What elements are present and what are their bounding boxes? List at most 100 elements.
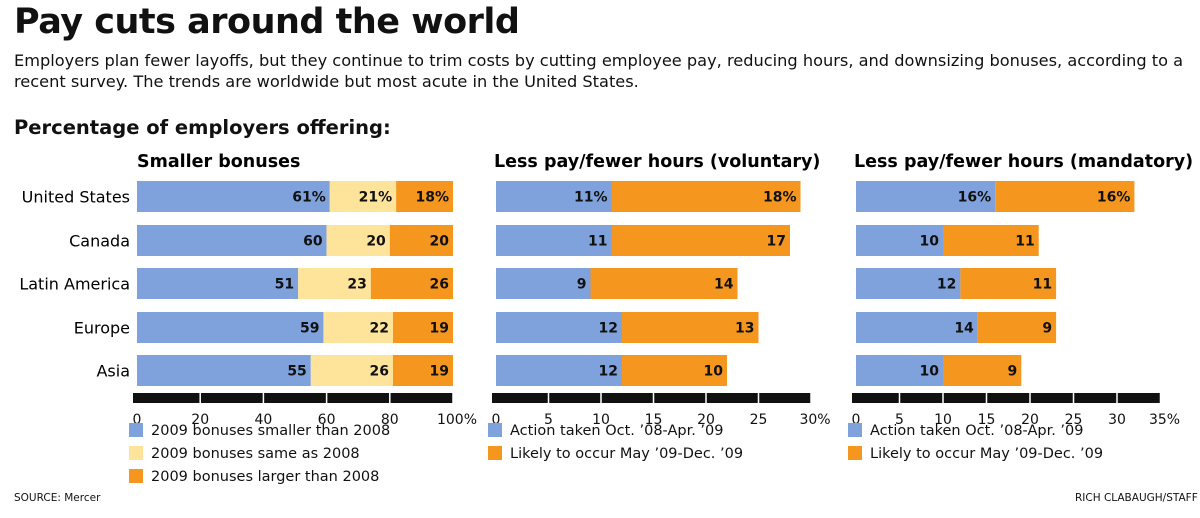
bar-asia-series-1 (856, 355, 943, 386)
value-label-asia-series-1: 10 (920, 364, 940, 380)
value-label-asia-series-2: 9 (1008, 364, 1018, 380)
bar-united-states-series-2 (329, 181, 397, 212)
axis-tick (652, 393, 655, 403)
value-label-latin-america-series-1: 9 (577, 277, 587, 293)
value-label-united-states-series-1: 16% (958, 190, 992, 206)
bar-canada-series-2 (326, 225, 390, 256)
bar-europe-series-2 (977, 312, 1057, 343)
axis-tick (898, 393, 901, 403)
tick-label-15: 15 (645, 412, 663, 428)
value-label-latin-america-series-3: 26 (430, 277, 449, 293)
tick-label-35: 35% (1149, 412, 1180, 428)
tick-label-20: 20 (1021, 412, 1039, 428)
axis-tick (389, 393, 391, 403)
tick-label-0: 0 (492, 412, 501, 428)
axis-tick (600, 393, 602, 403)
tick-label-60: 60 (318, 412, 336, 428)
bar-canada-series-1 (496, 225, 612, 256)
bar-asia-series-1 (496, 355, 622, 386)
value-label-europe-series-1: 12 (599, 321, 618, 337)
value-label-latin-america-series-2: 23 (347, 277, 366, 293)
chart-title: Less pay/fewer hours (voluntary) (494, 152, 820, 172)
value-label-united-states-series-2: 18% (763, 190, 797, 206)
chart-title: Less pay/fewer hours (mandatory) (854, 152, 1193, 172)
tick-label-10: 10 (592, 412, 610, 428)
tick-label-25: 25 (1065, 412, 1083, 428)
legend-label-2: Likely to occur May ’09-Dec. ’09 (870, 446, 1103, 462)
axis-tick (325, 393, 328, 403)
value-label-canada-series-1: 11 (588, 234, 607, 250)
value-label-united-states-series-2: 21% (359, 190, 393, 206)
bar-latin-america-series-3 (370, 268, 453, 299)
value-label-europe-series-3: 19 (430, 321, 449, 337)
bar-asia-series-2 (943, 355, 1022, 386)
legend-swatch (129, 469, 143, 483)
axis-tick (1072, 393, 1075, 403)
bar-latin-america-series-2 (590, 268, 738, 299)
bar-united-states-series-3 (396, 181, 453, 212)
page-title: Pay cuts around the world (14, 2, 520, 42)
category-label-asia: Asia (96, 362, 130, 381)
tick-label-40: 40 (254, 412, 272, 428)
bar-europe-series-2 (622, 312, 759, 343)
bar-asia-series-1 (137, 355, 311, 386)
value-label-united-states-series-3: 18% (415, 190, 449, 206)
category-label-united-states: United States (22, 188, 130, 207)
tick-label-80: 80 (381, 412, 399, 428)
bar-asia-series-3 (392, 355, 453, 386)
value-label-latin-america-series-1: 51 (275, 277, 294, 293)
value-label-canada-series-1: 10 (920, 234, 940, 250)
axis-tick (985, 393, 988, 403)
bar-asia-series-2 (622, 355, 727, 386)
category-label-latin-america: Latin America (19, 275, 130, 294)
value-label-united-states-series-2: 16% (1097, 190, 1131, 206)
bar-asia-series-2 (310, 355, 393, 386)
category-label-canada: Canada (69, 232, 130, 251)
value-label-europe-series-1: 14 (954, 321, 974, 337)
axis-bar (133, 393, 453, 403)
value-label-canada-series-2: 20 (366, 234, 386, 250)
value-label-asia-series-1: 12 (599, 364, 618, 380)
value-label-latin-america-series-2: 11 (1033, 277, 1052, 293)
tick-label-25: 25 (750, 412, 768, 428)
bar-canada-series-3 (389, 225, 453, 256)
bar-canada-series-1 (137, 225, 327, 256)
bar-canada-series-2 (611, 225, 790, 256)
legend-swatch (129, 423, 143, 437)
bar-europe-series-2 (323, 312, 393, 343)
value-label-united-states-series-1: 11% (574, 190, 608, 206)
bar-united-states-series-2 (995, 181, 1135, 212)
axis-tick (1116, 393, 1118, 403)
bar-latin-america-series-1 (137, 268, 299, 299)
tick-label-5: 5 (544, 412, 553, 428)
value-label-europe-series-2: 9 (1042, 321, 1052, 337)
bar-europe-series-1 (137, 312, 324, 343)
tick-label-15: 15 (978, 412, 996, 428)
value-label-canada-series-3: 20 (430, 234, 450, 250)
legend-swatch (488, 446, 502, 460)
tick-label-20: 20 (191, 412, 209, 428)
axis-tick (942, 393, 944, 403)
axis-tick (705, 393, 707, 403)
axis-tick (262, 393, 265, 403)
page-subtitle: Employers plan fewer layoffs, but they c… (14, 51, 1184, 91)
axis-tick (452, 393, 454, 403)
value-label-europe-series-1: 59 (300, 321, 319, 337)
legend-label-1: Action taken Oct. ’08-Apr. ’09 (510, 423, 724, 439)
value-label-united-states-series-1: 61% (292, 190, 326, 206)
value-label-europe-series-2: 22 (369, 321, 388, 337)
axis-tick (1029, 393, 1031, 403)
bar-united-states-series-1 (137, 181, 330, 212)
bar-europe-series-1 (496, 312, 622, 343)
category-label-europe: Europe (74, 319, 130, 338)
axis-bar (492, 393, 811, 403)
legend-label-1: 2009 bonuses smaller than 2008 (151, 423, 390, 439)
value-label-asia-series-2: 10 (704, 364, 724, 380)
tick-label-10: 10 (934, 412, 952, 428)
bar-europe-series-1 (856, 312, 978, 343)
value-label-asia-series-1: 55 (287, 364, 306, 380)
bar-canada-series-2 (943, 225, 1039, 256)
axis-tick (1159, 393, 1162, 403)
value-label-canada-series-2: 11 (1015, 234, 1034, 250)
tick-label-100: 100% (437, 412, 477, 428)
